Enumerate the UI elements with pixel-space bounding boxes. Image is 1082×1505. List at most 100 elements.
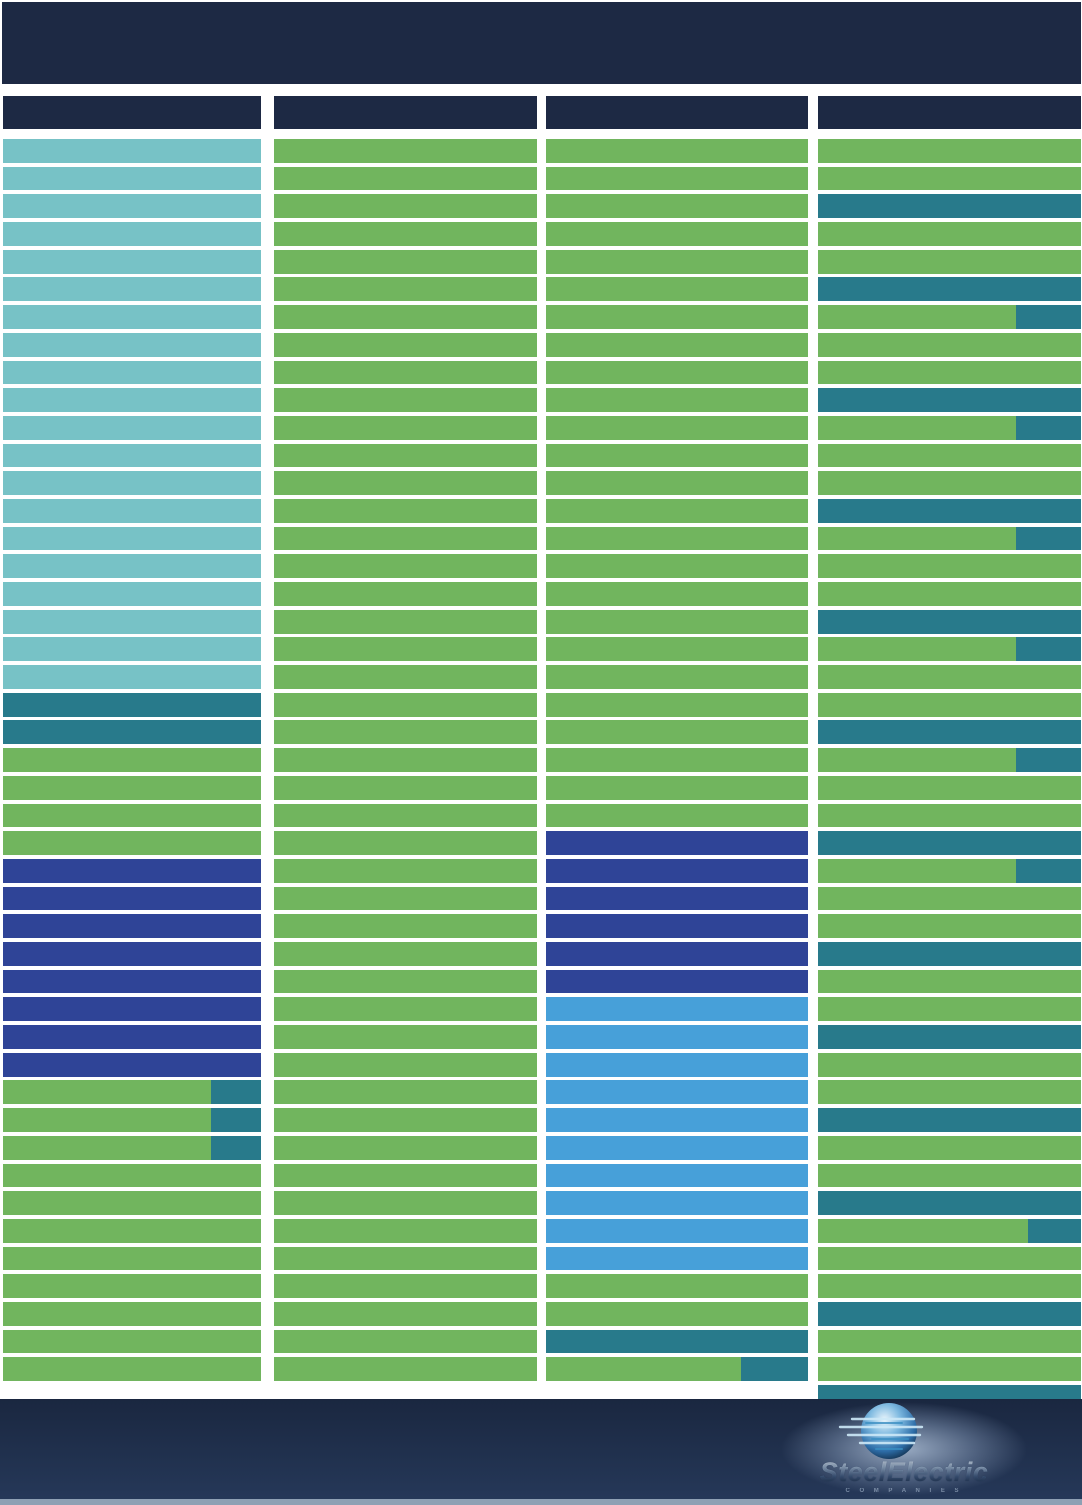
- column-3-row-4: [546, 222, 808, 246]
- column-1-row-27: [3, 858, 261, 883]
- column-2-row-27: [274, 858, 537, 883]
- column-4-row-21: [818, 692, 1081, 717]
- column-2-row-21: [274, 692, 537, 717]
- bar-end-segment: [1016, 415, 1081, 440]
- column-3-row-44: [546, 1329, 808, 1354]
- column-3-row-34: [546, 1052, 808, 1077]
- column-1-row-12: [3, 443, 261, 468]
- column-4-row-9: [818, 360, 1081, 385]
- column-1-row-44: [3, 1329, 261, 1354]
- column-3-row-29: [546, 914, 808, 939]
- column-4-row-27: [818, 858, 1081, 883]
- column-3-row-5: [546, 249, 808, 274]
- column-2-row-3: [274, 194, 537, 219]
- column-1-row-39: [3, 1191, 261, 1216]
- column-2-row-16: [274, 554, 537, 579]
- column-1-row-35: [3, 1080, 261, 1105]
- column-1-row-32: [3, 997, 261, 1022]
- column-1-row-38: [3, 1163, 261, 1188]
- column-3-row-2: [546, 166, 808, 191]
- column-2-row-31: [274, 969, 537, 994]
- column-3-row-32: [546, 997, 808, 1022]
- column-2-row-45: [274, 1357, 537, 1382]
- column-4-row-28: [818, 886, 1081, 911]
- column-3-row-14: [546, 498, 808, 523]
- column-2-row-44: [274, 1329, 537, 1354]
- column-1-row-21: [3, 692, 261, 717]
- column-3-row-42: [546, 1274, 808, 1299]
- column-2-row-12: [274, 443, 537, 468]
- column-1-row-22: [3, 720, 261, 745]
- column-2-row-6: [274, 277, 537, 302]
- column-1-row-2: [3, 166, 261, 191]
- column-2-row-33: [274, 1025, 537, 1049]
- column-4-row-36: [818, 1108, 1081, 1132]
- column-3-row-20: [546, 665, 808, 689]
- bar-end-segment: [1016, 748, 1081, 772]
- column-1-row-34: [3, 1052, 261, 1077]
- column-2-row-17: [274, 582, 537, 606]
- column-3-row-45: [546, 1357, 808, 1382]
- column-3-row-1: [546, 139, 808, 163]
- column-3-row-21: [546, 692, 808, 717]
- column-4-row-7: [818, 305, 1081, 329]
- column-3-row-23: [546, 748, 808, 772]
- column-1-row-15: [3, 526, 261, 551]
- column-3-row-37: [546, 1135, 808, 1160]
- column-4-row-24: [818, 775, 1081, 800]
- column-2-row-4: [274, 222, 537, 246]
- column-1-row-8: [3, 332, 261, 357]
- column-1-row-24: [3, 775, 261, 800]
- column-4-row-5: [818, 249, 1081, 274]
- column-1-row-36: [3, 1108, 261, 1132]
- column-4-row-40: [818, 1218, 1081, 1243]
- column-1-row-13: [3, 471, 261, 496]
- column-3-row-17: [546, 582, 808, 606]
- column-1-row-28: [3, 886, 261, 911]
- column-4-row-38: [818, 1163, 1081, 1188]
- column-2-row-18: [274, 609, 537, 634]
- column-2-row-11: [274, 415, 537, 440]
- bar-end-segment: [210, 1080, 261, 1105]
- column-3-row-33: [546, 1025, 808, 1049]
- column-2-row-23: [274, 748, 537, 772]
- column-2-row-37: [274, 1135, 537, 1160]
- column-1-row-3: [3, 194, 261, 219]
- column-4-row-25: [818, 803, 1081, 828]
- column-3-row-16: [546, 554, 808, 579]
- column-2-row-13: [274, 471, 537, 496]
- column-4-row-17: [818, 582, 1081, 606]
- column-4-row-32: [818, 997, 1081, 1022]
- column-3-row-28: [546, 886, 808, 911]
- column-2-row-28: [274, 886, 537, 911]
- column-2-row-29: [274, 914, 537, 939]
- footer-bottom-strip: [0, 1499, 1082, 1505]
- column-4-row-41: [818, 1246, 1081, 1271]
- column-3-row-12: [546, 443, 808, 468]
- column-2-row-7: [274, 305, 537, 329]
- column-4-row-20: [818, 665, 1081, 689]
- column-3-row-10: [546, 388, 808, 412]
- column-3-row-11: [546, 415, 808, 440]
- column-header-2: [274, 96, 537, 129]
- column-1-row-33: [3, 1025, 261, 1049]
- column-4-row-33: [818, 1025, 1081, 1049]
- column-4-row-30: [818, 942, 1081, 966]
- column-3-row-24: [546, 775, 808, 800]
- column-4-row-42: [818, 1274, 1081, 1299]
- column-2-row-15: [274, 526, 537, 551]
- column-3-row-7: [546, 305, 808, 329]
- column-3-row-31: [546, 969, 808, 994]
- column-2-row-5: [274, 249, 537, 274]
- column-4-row-14: [818, 498, 1081, 523]
- column-3-row-39: [546, 1191, 808, 1216]
- column-1-row-26: [3, 831, 261, 856]
- column-1-row-43: [3, 1301, 261, 1326]
- column-1-row-40: [3, 1218, 261, 1243]
- column-2-row-40: [274, 1218, 537, 1243]
- column-3-row-22: [546, 720, 808, 745]
- column-3-row-36: [546, 1108, 808, 1132]
- column-4-row-39: [818, 1191, 1081, 1216]
- column-2-row-26: [274, 831, 537, 856]
